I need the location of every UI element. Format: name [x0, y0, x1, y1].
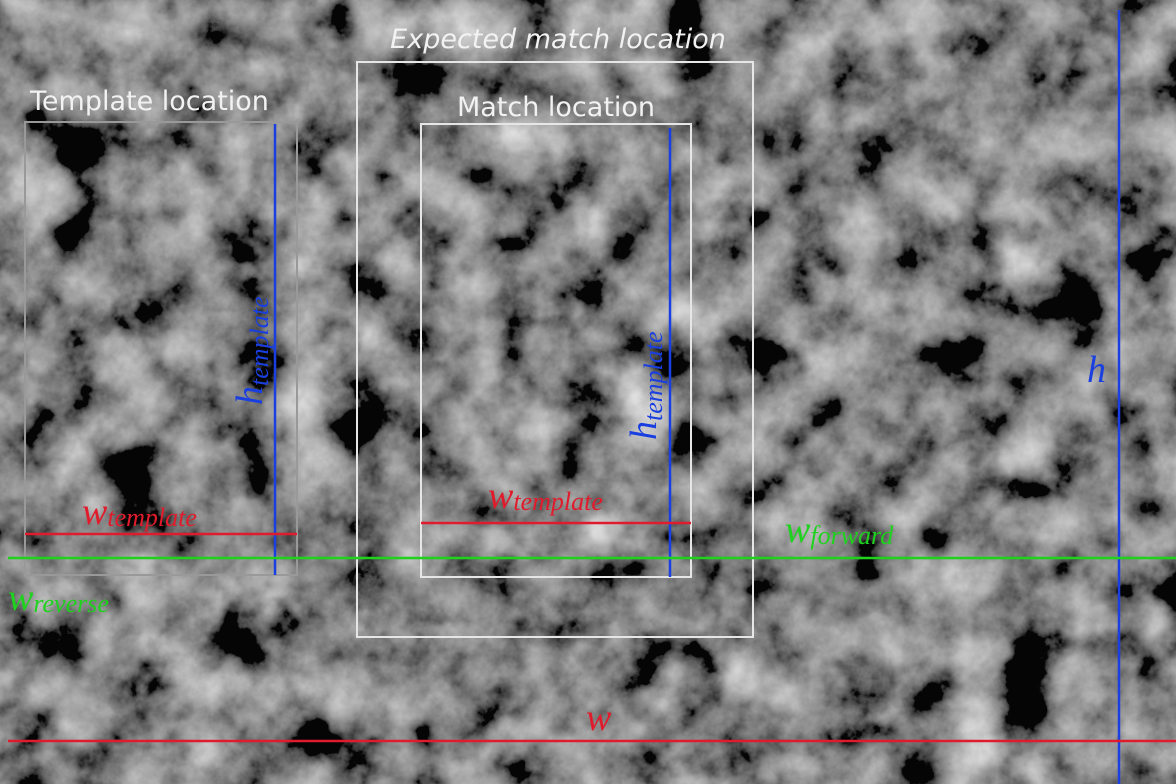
symbol: h	[623, 421, 665, 440]
subscript: template	[513, 487, 603, 516]
subscript: template	[107, 503, 197, 532]
diagram: Expected match location Template locatio…	[0, 0, 1176, 784]
annotation: h	[1087, 349, 1106, 391]
symbol: w	[82, 491, 108, 533]
box-label: Expected match location	[390, 24, 726, 55]
annotation: w	[586, 697, 612, 739]
symbol: w	[8, 577, 34, 619]
subscript: template	[245, 296, 274, 386]
subscript: template	[639, 331, 668, 421]
subscript: forward	[810, 521, 894, 550]
symbol: w	[785, 509, 811, 551]
symbol: w	[488, 475, 514, 517]
symbol: h	[229, 386, 271, 405]
box-label: Match location	[457, 92, 655, 123]
subscript: reverse	[33, 589, 109, 618]
box-label: Template location	[29, 86, 269, 117]
